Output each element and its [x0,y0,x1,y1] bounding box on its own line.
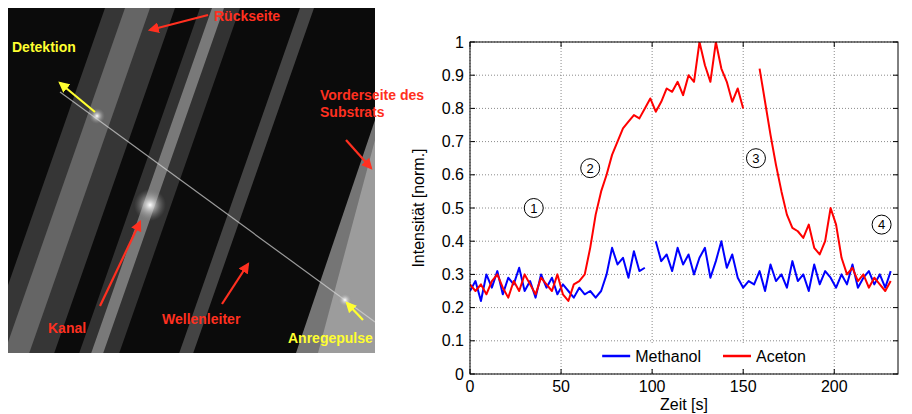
photo-label: Kanal [48,320,86,336]
label-line: Kanal [48,320,86,336]
tick [561,369,562,374]
tick-label: 50 [552,378,570,395]
annotation-circle [872,215,891,234]
label-line: Detektion [12,39,76,55]
grid-line [561,42,562,374]
tick [652,369,653,374]
tick [470,340,475,341]
photo-labels: Rückseite Detektion Vorderseite desSubstra… [12,8,424,346]
series-group [470,42,891,301]
series-line [470,241,891,301]
photo-label: Vorderseite desSubstrats [320,87,424,120]
plot-frame [470,42,898,374]
tick [470,307,475,308]
tick-label: 200 [821,378,848,395]
photo-band [79,8,240,353]
tick [470,141,475,142]
tick [470,75,475,76]
legend: Methanol Aceton [594,343,814,369]
axis-title: Intensität [norm.] [410,148,427,267]
grid-line [834,42,835,374]
tick [470,174,475,175]
label-arrow [222,264,248,304]
legend-label: Aceton [756,348,806,365]
tick [834,42,835,47]
label-arrow [347,303,363,320]
legend-swatch [602,355,630,358]
tick [893,75,898,76]
tick-label: 0.4 [442,233,464,250]
tick-label: 0.2 [442,299,464,316]
chart: 0 0.1 0.2 0.3 0.4 0.5 0.6 0.7 0.8 0.9 1 0 50 100 150 20… [410,34,898,413]
tick-label: 100 [639,378,666,395]
plot-area [470,42,898,374]
tick-label: 0.1 [442,332,464,349]
photo-label: Anregepulse [288,330,373,346]
annotation-circle [524,199,543,218]
annotation: 2 [587,161,594,176]
tick [743,42,744,47]
tick [893,141,898,142]
tick [893,307,898,308]
grid-line [470,307,898,308]
tick [470,274,475,275]
legend-label: Methanol [635,348,701,365]
legend-swatch [723,355,751,358]
label-line: Anregepulse [288,330,373,346]
tick [893,340,898,341]
tick [652,42,653,47]
grid-line [470,274,898,275]
label-arrow [60,83,95,112]
label-arrow [346,140,371,168]
tick [893,241,898,242]
tick [470,108,475,109]
tick-label: 0.6 [442,166,464,183]
tick-label: 0.3 [442,266,464,283]
photo-waveguide [60,92,375,322]
tick-label: 150 [730,378,757,395]
label-arrow [100,222,140,306]
legend-box [594,343,814,369]
series-line [470,42,891,301]
annotation-circle [746,149,765,168]
tick-label: 1 [455,34,464,51]
tick [561,42,562,47]
tick [893,108,898,109]
tick [893,274,898,275]
photo-spot [134,189,166,221]
axis-title: Zeit [s] [660,396,708,413]
tick [893,208,898,209]
grid-line [652,42,653,374]
annotation: 1 [530,201,537,216]
label-line: Vorderseite des [320,87,424,103]
tick-label: 0.7 [442,133,464,150]
annotation: 4 [878,217,885,232]
label-line: Rückseite [214,8,280,24]
photo-band [179,8,314,353]
grid-line [743,42,744,374]
figure: Rückseite Detektion Vorderseite desSubstra… [0,0,912,414]
label-line: Substrats [320,104,385,120]
photo-substrate-front [318,140,375,353]
tick [470,241,475,242]
tick-label: 0 [466,378,475,395]
tick-label: 0 [455,366,464,383]
label-arrow [150,15,208,30]
photo-substrate-front [296,120,375,353]
annotation-circle [581,159,600,178]
label-line: Wellenleiter [162,311,241,327]
tick [834,369,835,374]
tick-label: 0.9 [442,67,464,84]
photo-label: Wellenleiter [162,311,241,327]
photo-label: Rückseite [214,8,280,24]
tick-label: 0.5 [442,200,464,217]
grid-line [470,340,898,341]
photo [8,8,375,353]
tick-label: 0.8 [442,100,464,117]
photo-label: Detektion [12,39,76,55]
tick [743,369,744,374]
tick [470,208,475,209]
tick [893,174,898,175]
annotation: 3 [752,151,759,166]
